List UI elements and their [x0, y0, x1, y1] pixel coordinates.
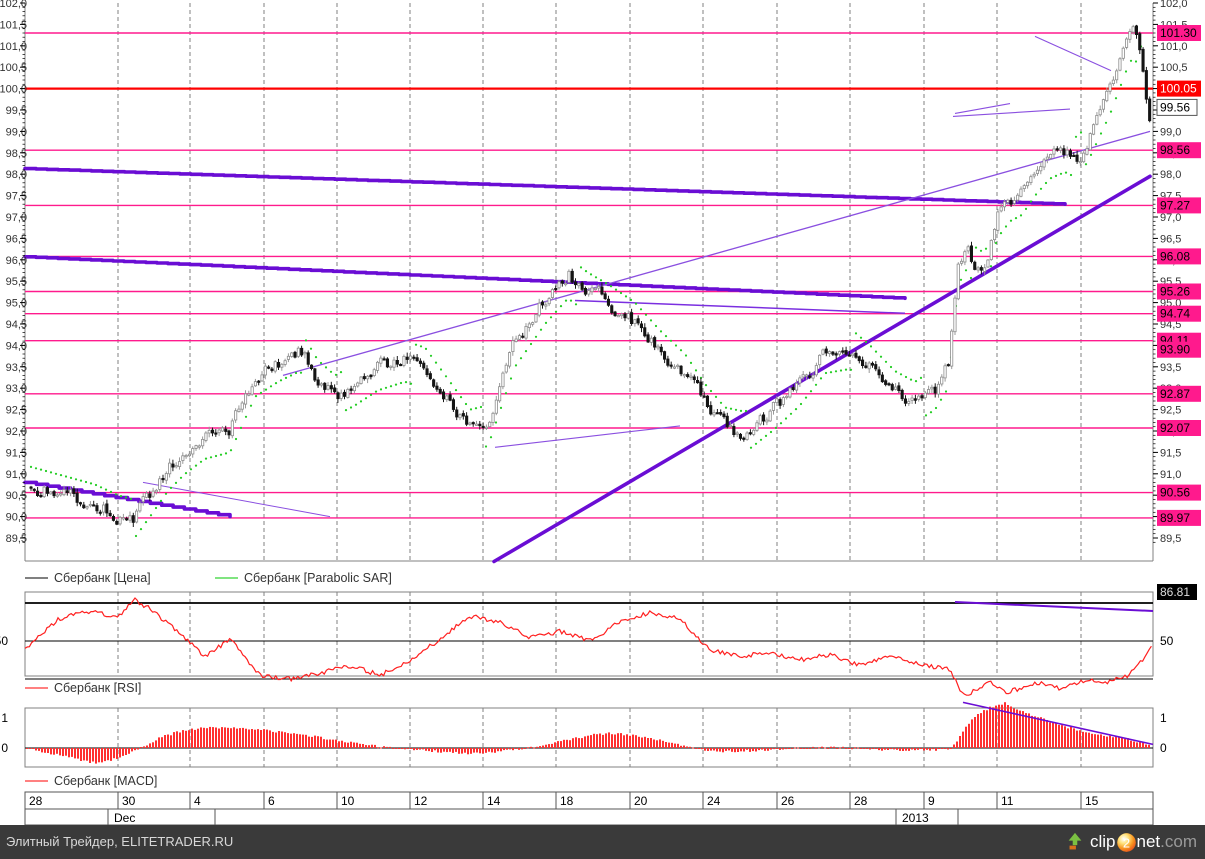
svg-text:96,0: 96,0 [6, 255, 27, 267]
svg-text:91,5: 91,5 [6, 447, 27, 459]
svg-text:86.81: 86.81 [1160, 585, 1190, 599]
svg-text:94,5: 94,5 [6, 319, 27, 331]
svg-text:90,0: 90,0 [6, 512, 27, 524]
svg-text:10: 10 [341, 794, 355, 808]
svg-text:94,0: 94,0 [6, 340, 27, 352]
svg-text:26: 26 [781, 794, 795, 808]
svg-text:96,5: 96,5 [6, 233, 27, 245]
svg-text:0: 0 [1, 741, 8, 755]
svg-text:93,0: 93,0 [6, 383, 27, 395]
svg-text:98,0: 98,0 [1160, 169, 1181, 181]
svg-text:89.97: 89.97 [1160, 511, 1190, 525]
svg-text:1: 1 [1, 711, 8, 725]
svg-text:24: 24 [707, 794, 721, 808]
svg-text:92.07: 92.07 [1160, 421, 1190, 435]
svg-text:91,0: 91,0 [6, 469, 27, 481]
svg-text:90,5: 90,5 [6, 490, 27, 502]
svg-text:101,0: 101,0 [1160, 41, 1188, 53]
svg-text:99,0: 99,0 [1160, 126, 1181, 138]
svg-text:4: 4 [194, 794, 201, 808]
svg-text:20: 20 [634, 794, 648, 808]
svg-text:2013: 2013 [902, 811, 929, 825]
svg-text:96,5: 96,5 [1160, 233, 1181, 245]
svg-text:102,0: 102,0 [1160, 0, 1188, 10]
svg-text:96.08: 96.08 [1160, 249, 1190, 263]
svg-text:99,0: 99,0 [6, 126, 27, 138]
svg-text:Сбербанк [Parabolic SAR]: Сбербанк [Parabolic SAR] [244, 571, 392, 585]
svg-text:91,5: 91,5 [1160, 447, 1181, 459]
svg-text:92,5: 92,5 [1160, 405, 1181, 417]
svg-text:102,0: 102,0 [0, 0, 27, 10]
svg-text:89,5: 89,5 [1160, 533, 1181, 545]
svg-text:Сбербанк [Цена]: Сбербанк [Цена] [54, 571, 151, 585]
svg-text:18: 18 [560, 794, 574, 808]
svg-text:95,0: 95,0 [6, 298, 27, 310]
svg-text:97,0: 97,0 [1160, 212, 1181, 224]
svg-text:50: 50 [0, 634, 8, 648]
svg-text:92,0: 92,0 [6, 426, 27, 438]
svg-text:1: 1 [1160, 711, 1167, 725]
svg-text:14: 14 [487, 794, 501, 808]
svg-text:101,0: 101,0 [0, 41, 27, 53]
svg-text:2: 2 [1122, 835, 1129, 850]
svg-text:92.87: 92.87 [1160, 387, 1190, 401]
svg-text:93.90: 93.90 [1160, 343, 1190, 357]
svg-text:28: 28 [854, 794, 868, 808]
svg-text:93,5: 93,5 [6, 362, 27, 374]
svg-text:90.56: 90.56 [1160, 486, 1190, 500]
svg-text:92,5: 92,5 [6, 405, 27, 417]
svg-text:97.27: 97.27 [1160, 198, 1190, 212]
svg-text:99,5: 99,5 [6, 105, 27, 117]
svg-text:Dec: Dec [114, 811, 135, 825]
svg-text:99.56: 99.56 [1160, 100, 1190, 114]
svg-text:28: 28 [29, 794, 43, 808]
svg-text:101.30: 101.30 [1160, 26, 1197, 40]
svg-text:100,5: 100,5 [0, 62, 27, 74]
svg-text:Сбербанк [RSI]: Сбербанк [RSI] [54, 681, 141, 695]
svg-text:15: 15 [1085, 794, 1099, 808]
svg-text:97,0: 97,0 [6, 212, 27, 224]
svg-text:100,0: 100,0 [0, 84, 27, 96]
svg-text:50: 50 [1160, 634, 1174, 648]
svg-text:100.05: 100.05 [1160, 82, 1197, 96]
svg-text:98,5: 98,5 [6, 148, 27, 160]
svg-text:89,5: 89,5 [6, 533, 27, 545]
svg-text:100,5: 100,5 [1160, 62, 1188, 74]
svg-text:97,5: 97,5 [6, 191, 27, 203]
svg-text:95.26: 95.26 [1160, 285, 1190, 299]
svg-text:95,5: 95,5 [6, 276, 27, 288]
svg-text:94.74: 94.74 [1160, 307, 1190, 321]
svg-text:0: 0 [1160, 741, 1167, 755]
svg-text:93,5: 93,5 [1160, 362, 1181, 374]
svg-text:101,5: 101,5 [0, 19, 27, 31]
svg-text:30: 30 [122, 794, 136, 808]
svg-text:98.56: 98.56 [1160, 143, 1190, 157]
svg-text:91,0: 91,0 [1160, 469, 1181, 481]
svg-text:Сбербанк [MACD]: Сбербанк [MACD] [54, 774, 157, 788]
svg-text:6: 6 [268, 794, 275, 808]
svg-text:11: 11 [1001, 794, 1014, 808]
svg-text:9: 9 [928, 794, 935, 808]
svg-text:98,0: 98,0 [6, 169, 27, 181]
svg-text:12: 12 [414, 794, 428, 808]
